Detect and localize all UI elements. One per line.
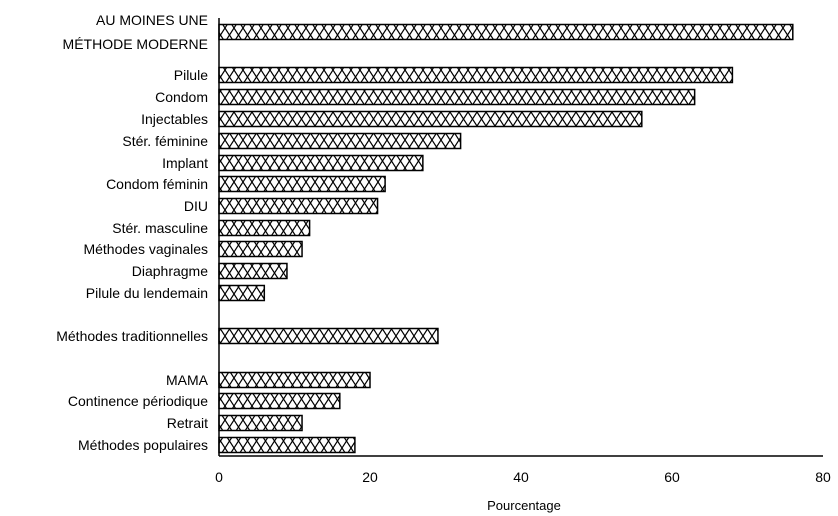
bar — [218, 262, 288, 280]
category-label-line: MÉTHODE MODERNE — [63, 36, 208, 52]
category-label: Condom féminin — [106, 176, 208, 192]
category-label: Diaphragme — [132, 263, 208, 279]
category-label: Condom — [155, 89, 208, 105]
bar — [218, 240, 303, 258]
x-axis-title: Pourcentage — [487, 498, 561, 513]
category-label: Stér. féminine — [122, 133, 208, 149]
bar — [218, 284, 266, 302]
x-tick-labels: 0 20 40 60 80 — [215, 469, 831, 485]
category-label: Pilule — [174, 67, 208, 83]
category-label: MAMA — [166, 372, 209, 388]
bar — [218, 110, 643, 128]
category-label: Retrait — [167, 415, 208, 431]
x-tick-label: 0 — [215, 469, 223, 485]
bar — [218, 154, 424, 172]
x-tick-label: 20 — [362, 469, 378, 485]
bar — [218, 88, 696, 106]
category-label: Méthodes vaginales — [83, 241, 208, 257]
bar — [218, 371, 371, 389]
x-tick-label: 40 — [513, 469, 529, 485]
category-label: Implant — [162, 155, 208, 171]
bar — [218, 197, 379, 215]
x-tick-label: 60 — [664, 469, 680, 485]
category-labels: AU MOINES UNE MÉTHODE MODERNE Pilule Condom… — [56, 12, 208, 453]
category-label: Stér. masculine — [112, 220, 208, 236]
category-label-line: AU MOINES UNE — [96, 12, 208, 28]
category-label: Méthodes populaires — [78, 437, 208, 453]
bar — [218, 66, 734, 84]
bar — [218, 219, 311, 237]
x-axis — [218, 18, 823, 457]
bar — [218, 132, 462, 150]
bars-layer — [218, 23, 794, 454]
category-label: DIU — [184, 198, 208, 214]
x-tick-label: 80 — [815, 469, 831, 485]
bar — [218, 23, 794, 41]
bar — [218, 392, 341, 410]
bar — [218, 414, 303, 432]
category-label: Continence périodique — [68, 393, 208, 409]
category-label: Pilule du lendemain — [86, 285, 208, 301]
category-label: Méthodes traditionnelles — [56, 328, 208, 344]
category-label: Injectables — [141, 111, 208, 127]
bar — [218, 327, 439, 345]
bar — [218, 436, 356, 454]
category-label: AU MOINES UNE MÉTHODE MODERNE — [63, 12, 208, 52]
bar — [218, 175, 386, 193]
